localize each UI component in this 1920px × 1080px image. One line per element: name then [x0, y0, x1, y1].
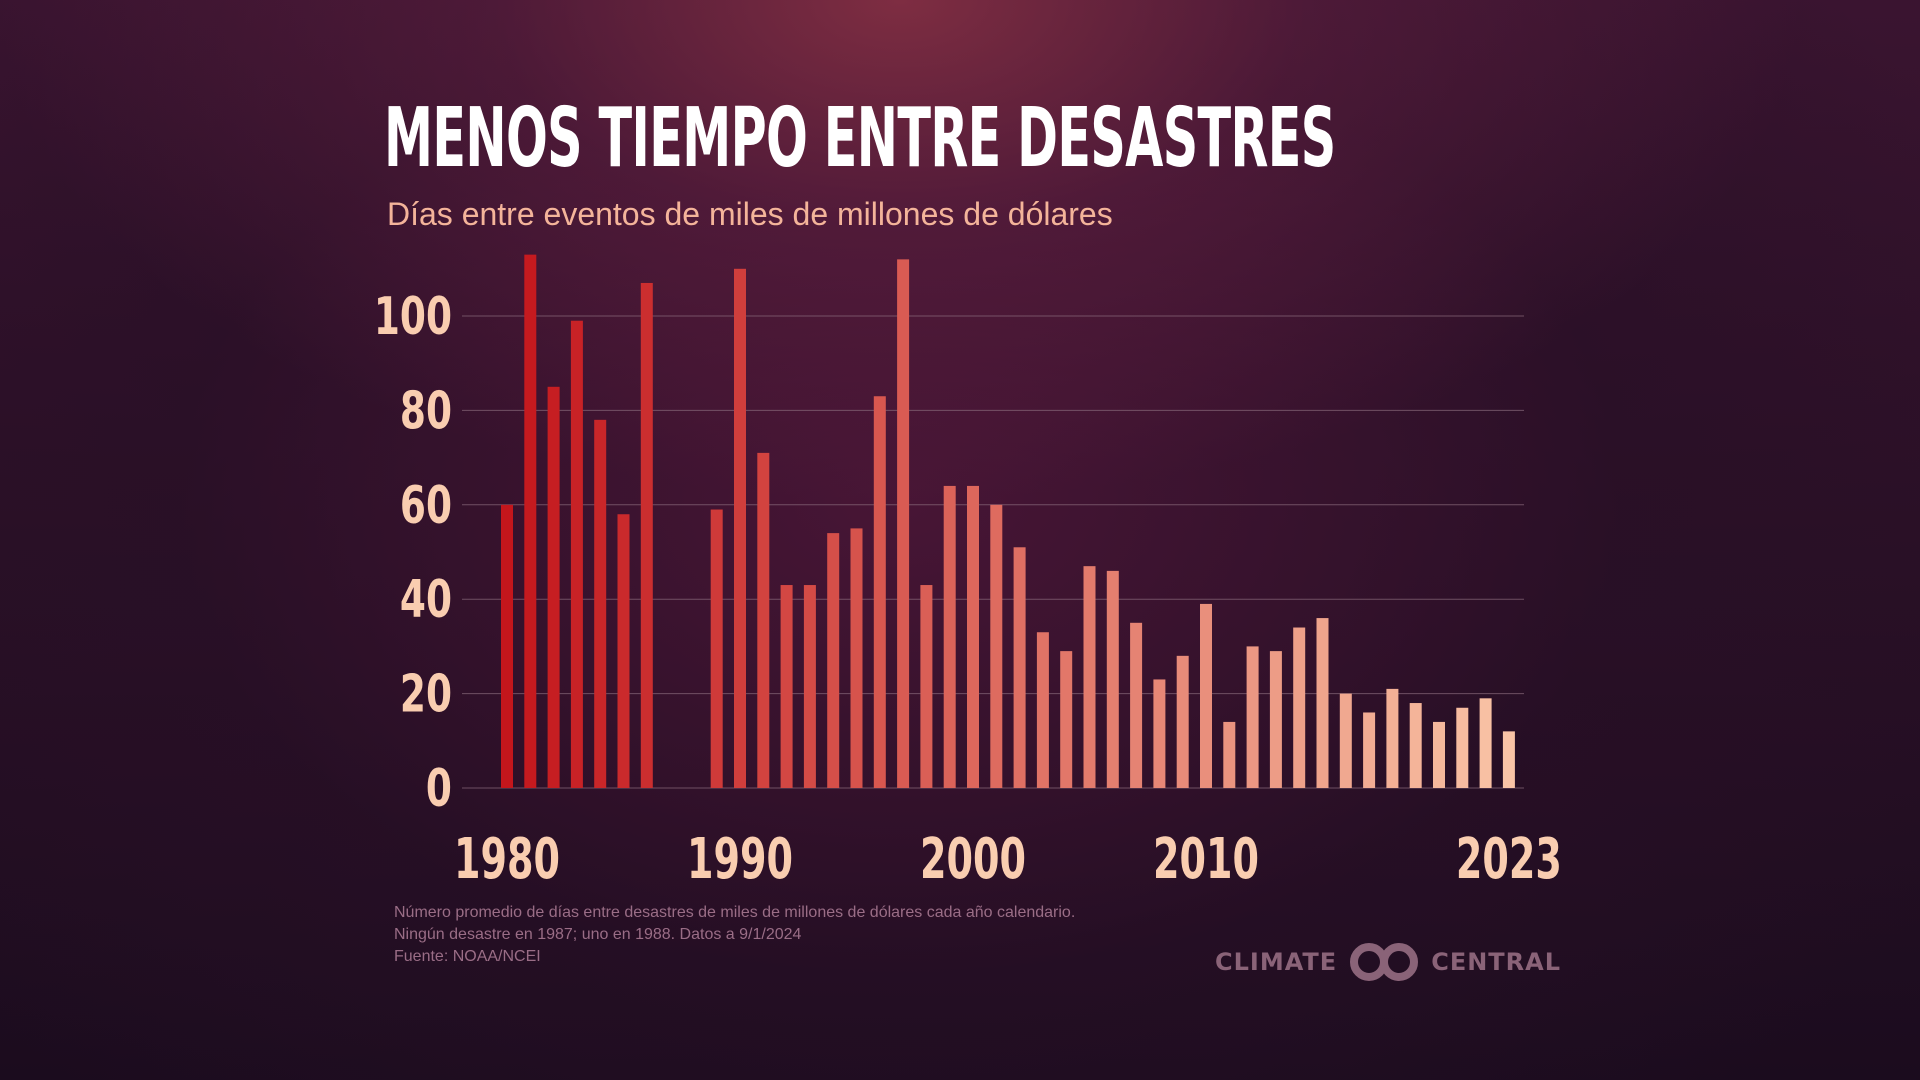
bar-2002 — [1013, 547, 1026, 788]
bar-1986 — [640, 282, 653, 788]
bar-1984 — [594, 419, 607, 788]
bar-1996 — [873, 396, 886, 788]
bar-2016 — [1339, 693, 1352, 788]
footnote-line-1: Número promedio de días entre desastres … — [394, 904, 1076, 921]
x-tick-label-2023: 2023 — [1456, 828, 1562, 892]
bar-2010 — [1200, 603, 1212, 788]
bar-2023 — [1502, 731, 1515, 788]
x-tick-label-2010: 2010 — [1153, 828, 1259, 892]
bar-2007 — [1130, 622, 1143, 788]
bar-1983 — [570, 320, 583, 788]
bar-2009 — [1176, 655, 1189, 788]
bar-1981 — [524, 254, 537, 788]
bar-2015 — [1316, 618, 1329, 788]
chart-subtitle: Días entre eventos de miles de millones … — [387, 196, 1113, 232]
bar-1991 — [757, 452, 770, 788]
bar-2011 — [1223, 721, 1236, 788]
bar-2017 — [1363, 712, 1376, 788]
bar-1998 — [920, 585, 933, 788]
y-tick-label-100: 100 — [374, 286, 452, 347]
logo-text-central: CENTRAL — [1431, 948, 1562, 976]
bar-2021 — [1456, 707, 1469, 788]
y-tick-label-60: 60 — [400, 475, 452, 536]
bar-1989 — [710, 509, 723, 788]
bar-1993 — [803, 585, 816, 788]
y-axis-ticks: 0 20 40 60 80 100 — [374, 286, 452, 819]
bar-1995 — [850, 528, 863, 788]
bar-1994 — [827, 533, 840, 788]
bar-1980 — [501, 504, 513, 788]
logo-rings-icon — [1350, 943, 1419, 981]
footnote: Número promedio de días entre desastres … — [394, 902, 1075, 968]
bar-1999 — [943, 485, 956, 788]
y-tick-label-40: 40 — [400, 569, 452, 630]
bar-2005 — [1083, 566, 1096, 788]
bar-2006 — [1106, 570, 1119, 788]
bars — [501, 254, 1515, 788]
x-axis-ticks: 1980 1990 2000 2010 2023 — [454, 828, 1562, 892]
bar-2004 — [1060, 651, 1073, 788]
bar-2003 — [1036, 632, 1049, 788]
bar-1985 — [617, 514, 630, 788]
logo-text-climate: CLIMATE — [1215, 948, 1338, 976]
y-tick-label-20: 20 — [400, 663, 452, 724]
bar-1992 — [780, 585, 793, 788]
bar-2008 — [1153, 679, 1166, 788]
bar-2022 — [1479, 698, 1492, 788]
bar-1982 — [547, 386, 560, 788]
bar-2019 — [1409, 703, 1422, 788]
bar-2001 — [990, 504, 1003, 788]
x-tick-label-1990: 1990 — [687, 828, 793, 892]
climate-central-logo: CLIMATE CENTRAL — [1215, 940, 1561, 984]
bar-2013 — [1269, 651, 1282, 788]
bar-1997 — [897, 259, 910, 788]
chart-title: MENOS TIEMPO ENTRE DESASTRES — [384, 91, 1336, 186]
x-tick-label-1980: 1980 — [454, 828, 560, 892]
bar-2014 — [1293, 627, 1306, 788]
bar-1990 — [734, 268, 746, 788]
x-tick-label-2000: 2000 — [920, 828, 1026, 892]
bar-2000 — [967, 485, 979, 788]
bar-2018 — [1386, 688, 1399, 788]
y-tick-label-0: 0 — [426, 758, 452, 819]
footnote-line-2: Ningún desastre en 1987; uno en 1988. Da… — [394, 926, 802, 943]
y-tick-label-80: 80 — [400, 380, 452, 441]
bar-2020 — [1433, 721, 1445, 788]
source-note: Fuente: NOAA/NCEI — [394, 948, 541, 965]
bar-2012 — [1246, 646, 1259, 788]
